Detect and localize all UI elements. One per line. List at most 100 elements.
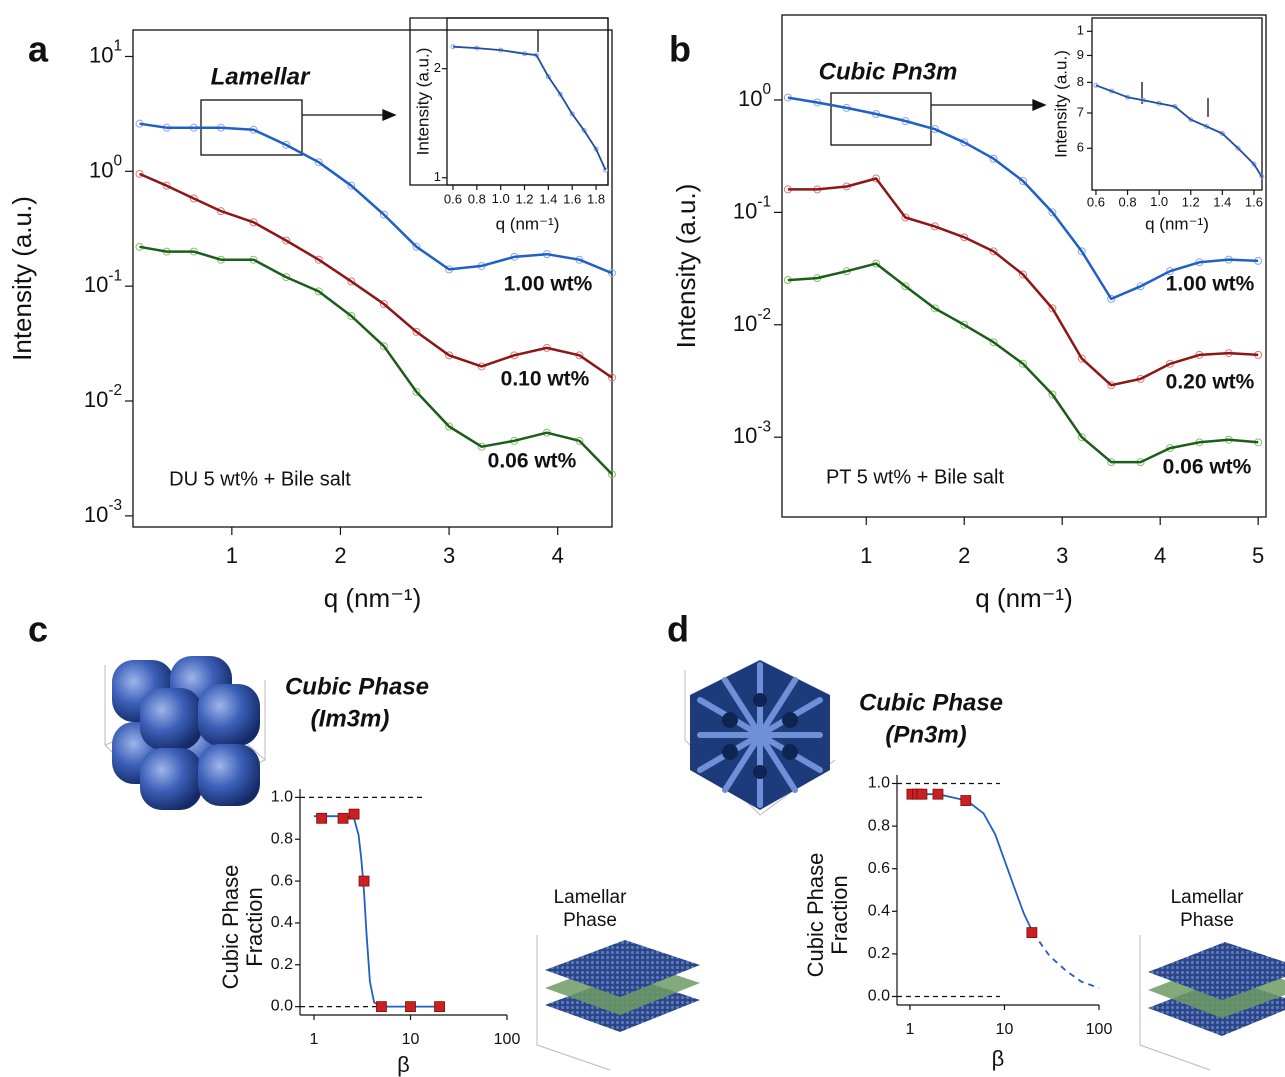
panel-title: Cubic Phase bbox=[859, 689, 1003, 716]
fit-line bbox=[139, 172, 613, 379]
tick-label: 0.6 bbox=[271, 872, 293, 889]
data-point bbox=[412, 242, 421, 251]
y-axis-label: Fraction bbox=[242, 887, 267, 966]
tick-label: 9 bbox=[1077, 47, 1084, 62]
tick-label: 1.4 bbox=[539, 191, 557, 206]
data-point bbox=[581, 128, 587, 134]
x-axis-label: q (nm⁻¹) bbox=[496, 214, 560, 233]
inset-frame bbox=[409, 17, 609, 186]
data-point bbox=[314, 287, 323, 296]
data-point bbox=[989, 338, 998, 347]
pn3m-structure bbox=[684, 660, 836, 816]
tick-label-exponent: -3 bbox=[108, 497, 122, 514]
tick-label-text: 10 bbox=[733, 198, 757, 223]
data-point bbox=[545, 74, 551, 80]
data-point bbox=[557, 91, 563, 97]
data-point bbox=[1048, 390, 1057, 399]
lamellar-label: Lamellar bbox=[554, 887, 628, 908]
tick-label: 100 bbox=[494, 1031, 521, 1048]
tick-label: 0.0 bbox=[271, 998, 293, 1015]
tick-label: 100 bbox=[1086, 1021, 1113, 1038]
tick-label-text: 10 bbox=[84, 272, 108, 297]
arrow-head bbox=[1032, 99, 1047, 111]
data-point bbox=[379, 342, 388, 351]
tick-label-exponent: 1 bbox=[113, 38, 122, 55]
tick-label: 3 bbox=[1056, 543, 1068, 568]
tick-label: 4 bbox=[552, 543, 564, 568]
series-label: 1.00 wt% bbox=[504, 273, 593, 296]
im3m-structure bbox=[104, 656, 266, 810]
y-axis-label: Cubic Phase bbox=[803, 853, 828, 978]
tick-label-text: 1.0 bbox=[868, 775, 890, 792]
tick-label: 4 bbox=[1154, 543, 1166, 568]
data-point bbox=[608, 269, 616, 278]
fit-line bbox=[1032, 932, 1100, 989]
data-point bbox=[379, 299, 388, 308]
fit-line bbox=[909, 793, 1034, 933]
data-point bbox=[960, 138, 969, 147]
series-label: 0.06 wt% bbox=[1163, 456, 1252, 479]
plot-frame bbox=[1091, 17, 1263, 191]
data-point bbox=[1019, 270, 1028, 279]
tick-label-exponent: 0 bbox=[113, 152, 122, 169]
series-label: 0.20 wt% bbox=[1166, 371, 1255, 394]
data-point bbox=[434, 1001, 445, 1013]
x-axis-label: q (nm⁻¹) bbox=[975, 583, 1073, 613]
tick-label: 0.6 bbox=[868, 860, 890, 877]
tick-label-text: 1.0 bbox=[1150, 194, 1168, 209]
data-point bbox=[162, 181, 171, 190]
tick-label: 6 bbox=[1077, 140, 1084, 155]
tick-label: 0.4 bbox=[868, 903, 890, 920]
zoom-box bbox=[830, 92, 932, 146]
panel-title: Cubic Phase bbox=[285, 673, 429, 700]
x-axis-label: β bbox=[992, 1046, 1005, 1071]
tick-label: 1 bbox=[226, 543, 238, 568]
panel-subtitle: (Im3m) bbox=[311, 705, 390, 732]
plot-frame bbox=[446, 17, 609, 186]
tick-label: 0.8 bbox=[271, 830, 293, 847]
data-point bbox=[412, 327, 421, 336]
data-point bbox=[379, 210, 388, 219]
panel-letter: a bbox=[28, 29, 49, 70]
tick-label-text: 10 bbox=[733, 311, 757, 336]
tick-label-exponent: -2 bbox=[108, 382, 122, 399]
panel-letter: d bbox=[667, 609, 689, 650]
panel-subtitle: (Pn3m) bbox=[885, 721, 966, 748]
data-point bbox=[1235, 145, 1241, 151]
data-point bbox=[316, 812, 328, 824]
tick-label: 1.4 bbox=[1213, 194, 1231, 209]
fit-line bbox=[787, 96, 1259, 301]
data-point bbox=[989, 247, 998, 256]
tick-label-text: 0.0 bbox=[271, 998, 293, 1015]
tick-label-exponent: -1 bbox=[108, 267, 122, 284]
data-point bbox=[608, 373, 616, 382]
tick-label-exponent: -2 bbox=[757, 306, 771, 323]
lamellar-structure-c bbox=[536, 935, 700, 1071]
panel-letter: b bbox=[669, 29, 691, 70]
tick-label: 10 bbox=[996, 1021, 1014, 1038]
data-point bbox=[960, 320, 969, 329]
lamellar-label: Phase bbox=[563, 910, 617, 931]
tick-label: 10-2 bbox=[733, 306, 771, 336]
plot-frame bbox=[781, 14, 1267, 518]
tick-label: 1.2 bbox=[515, 191, 533, 206]
tick-label-text: 1.0 bbox=[271, 789, 293, 806]
data-point bbox=[1019, 177, 1028, 186]
tick-label-text: 1 bbox=[1077, 23, 1084, 38]
tick-label: 1 bbox=[860, 543, 872, 568]
data-point bbox=[1077, 247, 1086, 256]
tick-label-text: 10 bbox=[84, 502, 108, 527]
series-label: 0.10 wt% bbox=[501, 368, 590, 391]
lamellar-label: Lamellar bbox=[1171, 887, 1245, 908]
panel-letter: c bbox=[28, 609, 48, 650]
tick-label: 0.8 bbox=[468, 191, 486, 206]
tick-label: 10-3 bbox=[733, 418, 771, 448]
tick-label: 1 bbox=[905, 1021, 914, 1038]
data-point bbox=[405, 1001, 416, 1013]
data-point bbox=[412, 387, 421, 396]
y-axis-label: Cubic Phase bbox=[218, 865, 243, 990]
tick-label: 1 bbox=[1077, 23, 1084, 38]
tick-label: 1.2 bbox=[1182, 194, 1200, 209]
tick-label: 2 bbox=[958, 543, 970, 568]
